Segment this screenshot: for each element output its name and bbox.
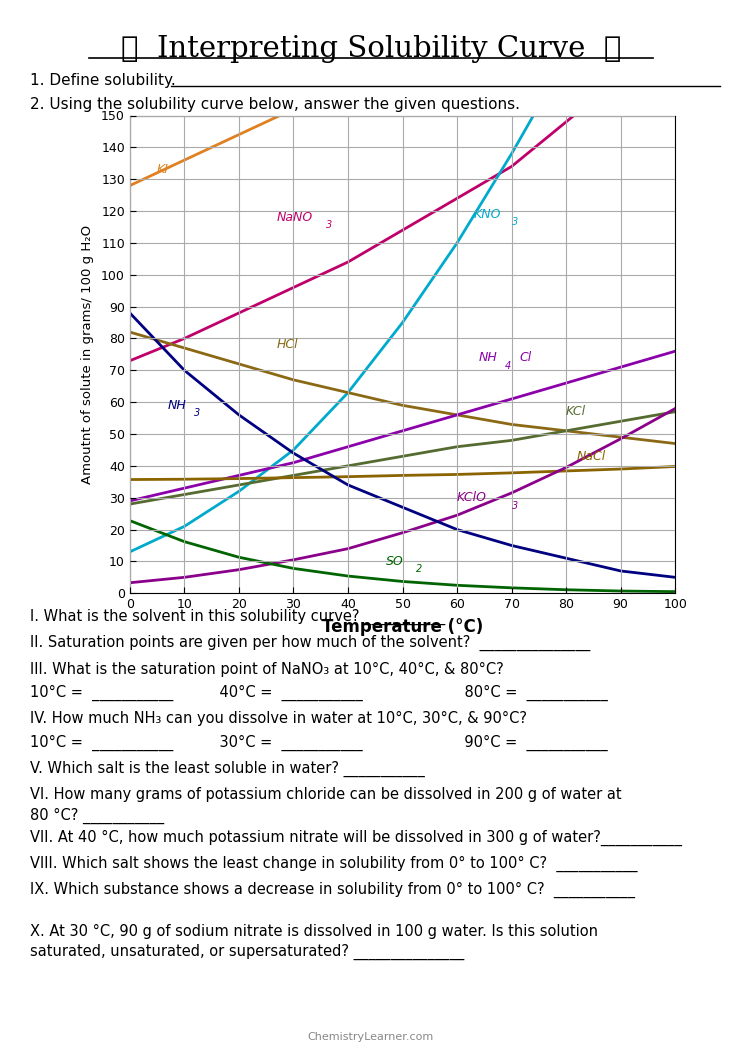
Text: X. At 30 °C, 90 g of sodium nitrate is dissolved in 100 g water. Is this solutio: X. At 30 °C, 90 g of sodium nitrate is d…: [30, 924, 597, 960]
Text: I. What is the solvent in this solubility curve? ___________: I. What is the solvent in this solubilit…: [30, 609, 445, 625]
X-axis label: Temperature (°C): Temperature (°C): [322, 618, 483, 636]
Text: IV. How much NH₃ can you dissolve in water at 10°C, 30°C, & 90°C?: IV. How much NH₃ can you dissolve in wat…: [30, 711, 527, 726]
Text: KI: KI: [157, 163, 169, 176]
Text: NaNO: NaNO: [277, 211, 313, 224]
Text: VIII. Which salt shows the least change in solubility from 0° to 100° C?  ______: VIII. Which salt shows the least change …: [30, 856, 637, 872]
Text: III. What is the saturation point of NaNO₃ at 10°C, 40°C, & 80°C?: III. What is the saturation point of NaN…: [30, 662, 503, 676]
Y-axis label: Amoutnt of solute in grams/ 100 g H₂O: Amoutnt of solute in grams/ 100 g H₂O: [81, 225, 94, 484]
Text: NH: NH: [168, 399, 187, 412]
Text: 10°C =  ___________          40°C =  ___________                      80°C =  __: 10°C = ___________ 40°C = ___________ 80…: [30, 685, 608, 700]
Text: 2. Using the solubility curve below, answer the given questions.: 2. Using the solubility curve below, ans…: [30, 97, 519, 111]
Text: VII. At 40 °C, how much potassium nitrate will be dissolved in 300 g of water?__: VII. At 40 °C, how much potassium nitrat…: [30, 830, 682, 845]
Text: 3: 3: [511, 217, 518, 227]
Text: KNO: KNO: [473, 208, 501, 220]
Text: NH: NH: [479, 351, 498, 364]
Text: 3: 3: [194, 408, 200, 418]
Text: NaCl: NaCl: [577, 449, 606, 463]
Text: II. Saturation points are given per how much of the solvent?  _______________: II. Saturation points are given per how …: [30, 635, 590, 651]
Text: 2: 2: [416, 564, 422, 574]
Text: IX. Which substance shows a decrease in solubility from 0° to 100° C?  _________: IX. Which substance shows a decrease in …: [30, 882, 634, 898]
Text: HCl: HCl: [277, 338, 299, 352]
Text: ChemistryLearner.com: ChemistryLearner.com: [308, 1031, 434, 1042]
Text: 10°C =  ___________          30°C =  ___________                      90°C =  __: 10°C = ___________ 30°C = ___________ 90…: [30, 735, 607, 751]
Text: 3: 3: [511, 501, 518, 510]
Text: V. Which salt is the least soluble in water? ___________: V. Which salt is the least soluble in wa…: [30, 761, 424, 777]
Text: KClO: KClO: [457, 491, 487, 504]
Text: 4: 4: [505, 360, 511, 371]
Text: VI. How many grams of potassium chloride can be dissolved in 200 g of water at
8: VI. How many grams of potassium chloride…: [30, 788, 621, 823]
Text: ⚗  Interpreting Solubility Curve  ⚗: ⚗ Interpreting Solubility Curve ⚗: [121, 35, 621, 63]
Text: 1. Define solubility.: 1. Define solubility.: [30, 74, 175, 88]
Text: SO: SO: [386, 554, 404, 568]
Text: 3: 3: [326, 220, 332, 230]
Text: Cl: Cl: [520, 351, 532, 364]
Text: KCl: KCl: [566, 405, 586, 418]
